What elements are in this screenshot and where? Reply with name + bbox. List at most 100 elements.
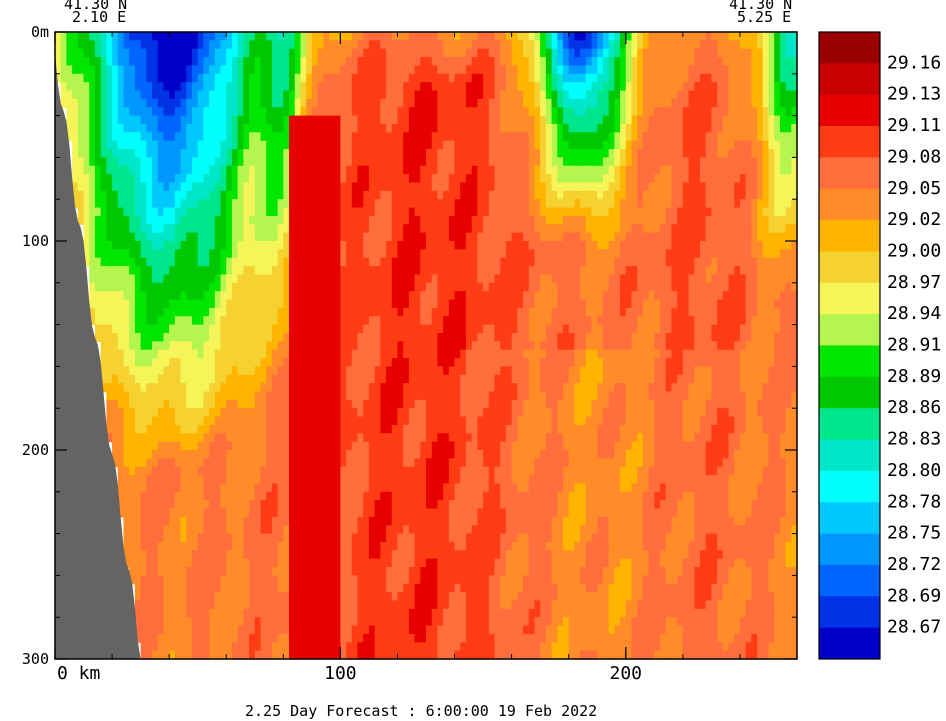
heat-cell	[500, 98, 507, 108]
heat-cell	[614, 215, 621, 225]
heat-cell	[494, 57, 501, 67]
heat-cell	[340, 157, 347, 167]
heat-cell	[671, 207, 678, 217]
heat-cell	[289, 190, 296, 200]
heat-cell	[511, 349, 518, 359]
heat-cell	[540, 73, 547, 83]
heat-cell	[431, 107, 439, 117]
heat-cell	[557, 291, 564, 301]
heat-cell	[562, 57, 570, 67]
heat-cell	[323, 123, 330, 133]
heat-cell	[523, 349, 530, 359]
heat-cell	[351, 232, 359, 242]
heat-cell	[231, 307, 239, 317]
heat-cell	[311, 282, 319, 292]
heat-cell	[562, 98, 570, 108]
heat-cell	[231, 324, 239, 334]
heat-cell	[94, 249, 102, 259]
heat-cell	[779, 332, 787, 342]
heat-cell	[117, 149, 125, 158]
heat-cell	[688, 157, 695, 167]
heat-cell	[180, 123, 187, 133]
heat-cell	[94, 73, 102, 83]
heat-cell	[220, 215, 227, 225]
heat-cell	[117, 249, 125, 259]
heat-cell	[454, 241, 461, 250]
heat-cell	[768, 332, 775, 342]
heat-cell	[654, 207, 661, 217]
heat-cell	[711, 215, 718, 225]
heat-cell	[528, 332, 536, 342]
heat-cell	[249, 282, 256, 292]
heat-cell	[214, 82, 222, 92]
heat-cell	[180, 341, 187, 351]
heat-cell	[699, 123, 707, 133]
heat-cell	[665, 157, 673, 167]
heat-cell	[677, 282, 684, 292]
heat-cell	[134, 149, 142, 158]
heat-cell	[317, 157, 324, 167]
heat-cell	[660, 299, 667, 309]
heat-cell	[722, 57, 730, 67]
heat-cell	[625, 291, 633, 301]
heat-cell	[734, 332, 741, 342]
heat-cell	[648, 140, 655, 150]
heat-cell	[289, 199, 296, 209]
heat-cell	[528, 48, 536, 58]
heat-cell	[260, 266, 267, 276]
heat-cell	[465, 40, 473, 50]
heat-cell	[294, 107, 302, 117]
heat-cell	[123, 215, 130, 225]
heat-cell	[477, 182, 484, 192]
heat-cell	[420, 274, 427, 284]
heat-cell	[517, 174, 524, 184]
heat-cell	[568, 65, 575, 75]
heat-cell	[226, 107, 233, 117]
heat-cell	[654, 341, 661, 351]
heat-cell	[323, 266, 330, 276]
heat-cell	[397, 65, 404, 75]
heat-cell	[465, 32, 473, 41]
heat-cell	[277, 282, 284, 292]
heat-cell	[608, 190, 615, 200]
heat-cell	[186, 98, 193, 108]
heat-cell	[368, 73, 376, 83]
heat-cell	[386, 291, 393, 301]
heat-cell	[671, 40, 678, 50]
heat-cell	[77, 190, 85, 200]
heat-cell	[557, 57, 564, 67]
heat-cell	[163, 65, 170, 75]
heat-cell	[340, 123, 347, 133]
heat-cell	[174, 332, 182, 342]
heat-cell	[454, 341, 461, 351]
heat-cell	[471, 190, 478, 200]
heat-cell	[408, 157, 416, 167]
heat-cell	[688, 57, 695, 67]
heat-cell	[197, 165, 204, 175]
heat-cell	[117, 199, 125, 209]
heat-cell	[557, 232, 564, 242]
heat-cell	[397, 291, 404, 301]
heat-cell	[620, 324, 627, 334]
heat-cell	[174, 73, 182, 83]
heat-cell	[585, 32, 593, 41]
heat-cell	[311, 107, 319, 117]
heat-cell	[477, 57, 484, 67]
heat-cell	[209, 358, 216, 367]
heat-cell	[294, 232, 302, 242]
heat-cell	[585, 115, 593, 125]
heat-cell	[408, 274, 416, 284]
heat-cell	[785, 82, 792, 92]
heat-cell	[340, 115, 347, 125]
heat-cell	[580, 282, 587, 292]
heat-cell	[779, 299, 787, 309]
heat-cell	[711, 249, 718, 259]
heat-cell	[83, 165, 90, 175]
heat-cell	[602, 282, 610, 292]
heat-cell	[717, 57, 724, 67]
heat-cell	[648, 307, 655, 317]
heat-cell	[557, 199, 564, 209]
heat-cell	[460, 299, 467, 309]
heat-cell	[129, 140, 136, 150]
heat-cell	[471, 82, 478, 92]
